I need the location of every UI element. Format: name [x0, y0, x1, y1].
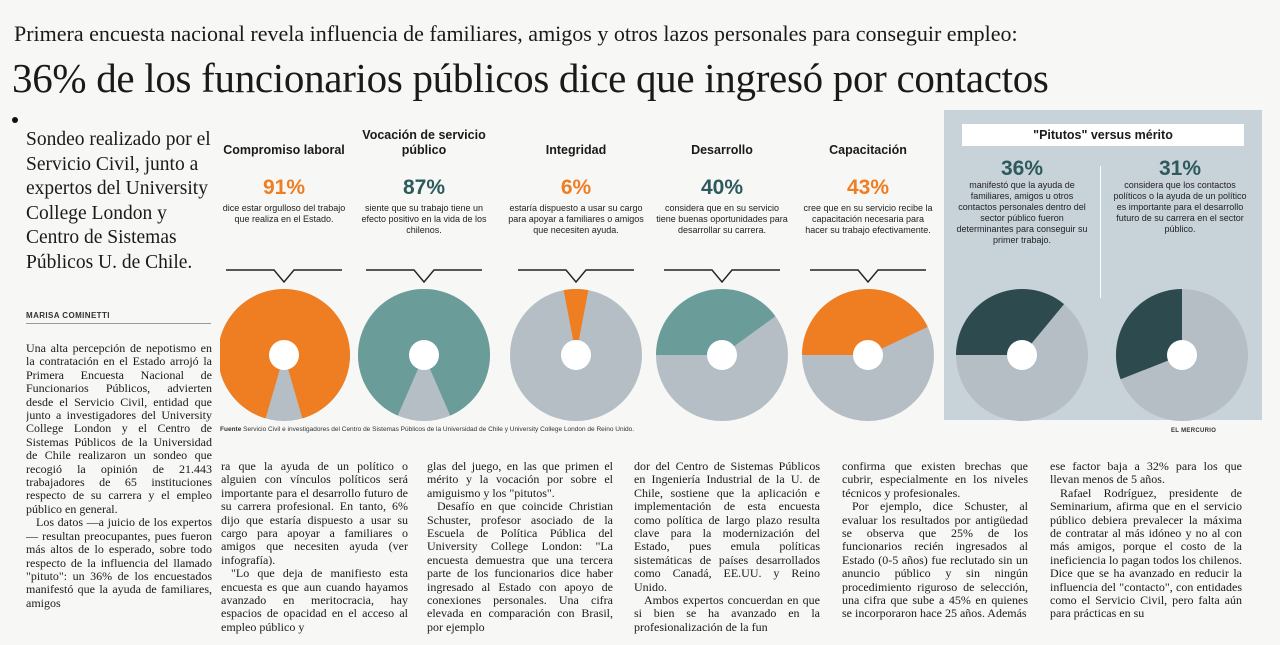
panel-title: Compromiso laboral	[223, 143, 345, 157]
donut-1-hole	[409, 340, 439, 370]
dek: Sondeo realizado por el Servicio Civil, …	[26, 129, 211, 273]
panel-pct: 6%	[560, 176, 592, 199]
pitutos-left-desc: manifestó que la ayuda de familiares, am…	[956, 180, 1088, 245]
panel-desc: considera que en su servicio tiene buena…	[656, 203, 788, 235]
article-column-3: glas del juego, en las que primen el mér…	[427, 460, 613, 645]
panel-title: Integridad	[545, 143, 607, 157]
panel-capacitacion: Capacitación 43% cree que en su servicio…	[794, 112, 942, 236]
paragraph: glas del juego, en las que primen el mér…	[427, 460, 613, 500]
headline: 36% de los funcionarios públicos dice qu…	[12, 55, 1049, 101]
paragraph: confirma que existen brechas que cubrir,…	[842, 460, 1028, 500]
donut-3-hole	[707, 340, 737, 370]
byline: MARISA COMINETTI	[26, 311, 110, 320]
pitutos-right-desc: considera que los contactos políticos o …	[1113, 180, 1247, 234]
pitutos-right-pct: 31%	[1158, 157, 1202, 180]
article-column-6: ese factor baja a 32% para los que lleva…	[1050, 460, 1242, 645]
panel-title: Vocación de servicio público	[362, 128, 486, 157]
panel-pct: 91%	[262, 176, 306, 199]
paragraph: "Lo que deja de manifiesto esta encuesta…	[221, 566, 408, 634]
paragraph: Por ejemplo, dice Schuster, al evaluar l…	[842, 499, 1028, 621]
panel-desc: estaría dispuesto a usar su cargo para a…	[508, 203, 644, 235]
paragraph: ra que la ayuda de un político o alguien…	[221, 460, 408, 567]
paragraph: Desafío en que coincide Christian Schust…	[427, 499, 613, 634]
pointer-line	[518, 269, 634, 284]
source-label: Fuente	[220, 426, 242, 433]
panel-desarrollo: Desarrollo 40% considera que en su servi…	[648, 112, 796, 236]
pointer-line	[810, 269, 926, 284]
donut-4-hole	[853, 340, 883, 370]
pitutos-divider	[1100, 166, 1101, 298]
panel-integridad: Integridad 6% estaría dispuesto a usar s…	[502, 112, 650, 236]
panel-vocacion: Vocación de servicio público 87% siente …	[350, 112, 498, 236]
pointer-line	[226, 269, 342, 284]
paragraph: ese factor baja a 32% para los que lleva…	[1050, 460, 1242, 487]
pointer-line	[664, 269, 780, 284]
source-text: Servicio Civil e investigadores del Cent…	[243, 426, 635, 433]
kicker: Primera encuesta nacional revela influen…	[14, 21, 1018, 46]
paragraph: Rafael Rodríguez, presidente de Seminari…	[1050, 485, 1242, 621]
infographic: "Pitutos" versus mérito 36% manifestó qu…	[220, 110, 1270, 442]
panel-pct: 43%	[846, 176, 890, 199]
bullet-dot	[12, 117, 18, 123]
donut-4-slice	[802, 289, 928, 355]
pointer-line	[366, 269, 482, 284]
donut-pitutos-left-slice	[956, 289, 1065, 355]
panel-desc: cree que en su servicio recibe la capaci…	[803, 203, 933, 235]
donut-3-slice	[656, 289, 776, 355]
paragraph: Ambos expertos concuerdan en que si bien…	[634, 593, 820, 634]
panel-desc: siente que su trabajo tiene un efecto po…	[361, 203, 487, 235]
donut-charts	[220, 269, 1248, 421]
source-line: Fuente Servicio Civil e investigadores d…	[220, 426, 634, 433]
pitutos-title: "Pitutos" versus mérito	[962, 124, 1244, 146]
credit: EL MERCURIO	[1171, 428, 1217, 434]
article-column-2: ra que la ayuda de un político o alguien…	[221, 460, 408, 645]
panel-desc: dice estar orgulloso del trabajo que rea…	[222, 203, 346, 224]
article-column-4: dor del Centro de Sistemas Públicos en I…	[634, 460, 820, 645]
article-column-1: Una alta percepción de nepotismo en la c…	[26, 342, 212, 645]
donut-2-hole	[561, 340, 591, 370]
byline-rule	[26, 323, 211, 324]
pitutos-left-pct: 36%	[1000, 157, 1044, 180]
paragraph: Una alta percepción de nepotismo en la c…	[26, 342, 212, 516]
paragraph: dor del Centro de Sistemas Públicos en I…	[634, 460, 820, 594]
donut-pitutos-right-hole	[1167, 340, 1197, 370]
donut-2-slice	[563, 289, 589, 355]
donut-pitutos-left-hole	[1007, 340, 1037, 370]
panel-title: Capacitación	[829, 143, 907, 157]
donut-0-hole	[269, 340, 299, 370]
article-column-5: confirma que existen brechas que cubrir,…	[842, 460, 1028, 645]
paragraph: Los datos —a juicio de los expertos— res…	[26, 515, 212, 610]
panel-title: Desarrollo	[691, 143, 753, 157]
donut-pitutos-right-slice	[1116, 289, 1182, 380]
panel-pct: 40%	[700, 176, 744, 199]
panel-pct: 87%	[402, 176, 446, 199]
panel-compromiso: Compromiso laboral 91% dice estar orgull…	[210, 112, 358, 225]
